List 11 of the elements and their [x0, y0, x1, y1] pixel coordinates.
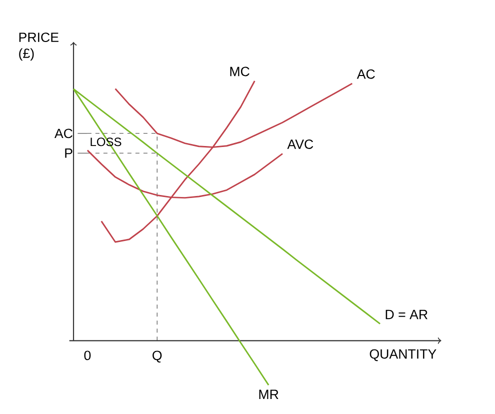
- series-label: MC: [230, 66, 250, 76]
- x-tick-label: Q: [152, 350, 162, 363]
- x-tick-label: 0: [84, 350, 91, 360]
- series-label: AVC: [287, 140, 314, 149]
- series-label: D = AR: [386, 310, 428, 320]
- series-label: AC: [356, 69, 375, 79]
- series-label: MR: [259, 390, 278, 399]
- x-axis-title: QUANTITY: [370, 349, 436, 362]
- ref-line-label: P: [65, 148, 72, 158]
- y-axis-title: PRICE (£): [19, 32, 58, 61]
- ref-line-label: AC: [54, 128, 72, 138]
